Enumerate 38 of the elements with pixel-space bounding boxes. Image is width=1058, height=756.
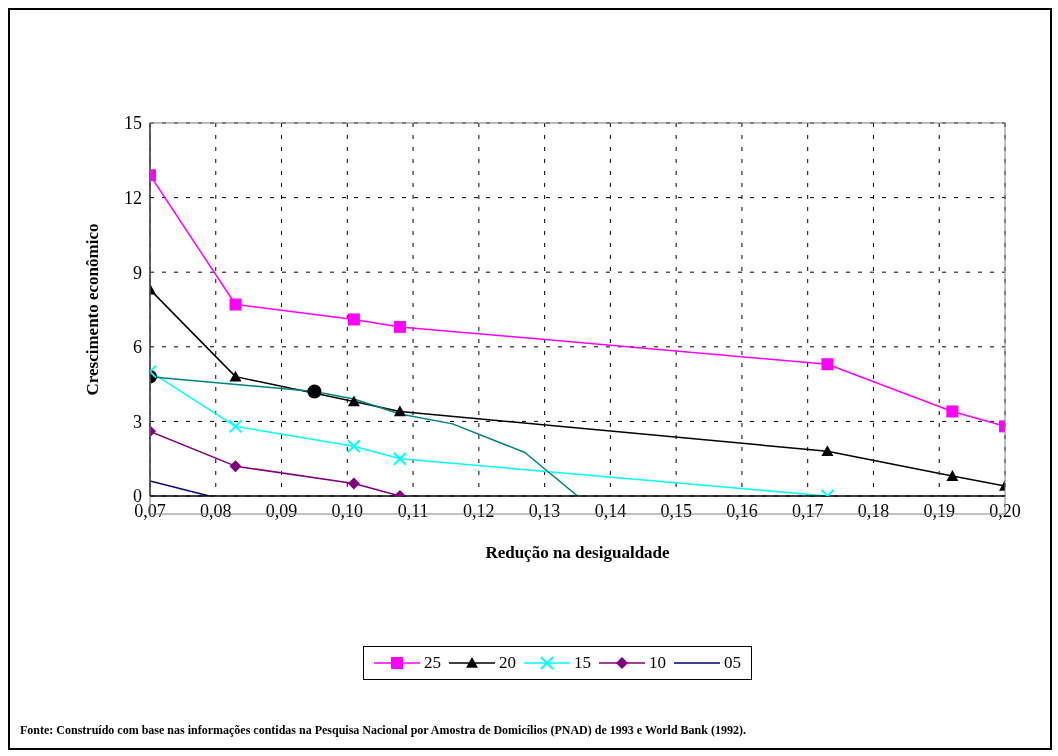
y-tick-label: 15 bbox=[124, 113, 142, 134]
y-tick-label: 9 bbox=[133, 262, 142, 283]
point bbox=[393, 320, 406, 333]
point bbox=[229, 370, 242, 382]
y-tick-label: 12 bbox=[124, 187, 142, 208]
legend-label: 20 bbox=[498, 653, 516, 673]
legend-label: 15 bbox=[573, 653, 591, 673]
x-tick-label: 0,15 bbox=[660, 500, 692, 521]
x-tick-label: 0,18 bbox=[857, 500, 890, 521]
legend-label: 05 bbox=[723, 653, 741, 673]
point bbox=[393, 405, 406, 417]
point bbox=[229, 460, 242, 473]
x-tick-label: 0,08 bbox=[200, 500, 232, 521]
x-tick-label: 0,13 bbox=[528, 500, 561, 521]
legend-label: 10 bbox=[648, 653, 666, 673]
x-tick-label: 0,09 bbox=[265, 500, 298, 521]
x-tick-label: 0,11 bbox=[397, 500, 429, 521]
point bbox=[821, 445, 834, 457]
source-note: Fonte: Construído com base nas informações contidas na Pesquisa Nacional por Amostra de Domicílios (PNAD) de 1993 e World Bank (1992). bbox=[20, 723, 746, 738]
y-tick-label: 3 bbox=[133, 411, 142, 432]
y-tick-label: 6 bbox=[133, 337, 142, 358]
x-tick-label: 0,16 bbox=[726, 500, 758, 521]
point bbox=[347, 313, 360, 326]
x-tick-label: 0,17 bbox=[791, 500, 824, 521]
x-tick-label: 0,10 bbox=[331, 500, 364, 521]
x-tick-label: 0,19 bbox=[923, 500, 955, 521]
y-axis-title: Crescimento econômico bbox=[83, 223, 103, 396]
point bbox=[347, 395, 360, 407]
legend-label: 25 bbox=[423, 653, 441, 673]
x-tick-label: 0,14 bbox=[594, 500, 627, 521]
point bbox=[821, 358, 834, 371]
point bbox=[347, 477, 360, 490]
point bbox=[946, 405, 959, 418]
x-tick-label: 0,12 bbox=[463, 500, 495, 521]
x-axis-title: Redução na desigualdade bbox=[485, 543, 671, 562]
x-tick-label: 0,20 bbox=[989, 500, 1021, 521]
point bbox=[946, 470, 959, 481]
point bbox=[229, 298, 242, 311]
